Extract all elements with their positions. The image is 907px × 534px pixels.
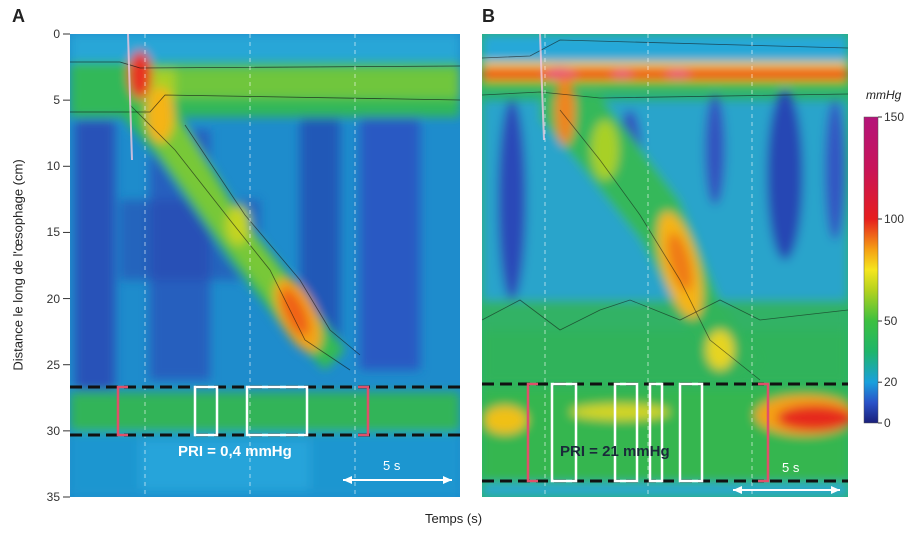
irp-window-b4 <box>678 382 704 483</box>
irp-window-b2 <box>613 382 639 483</box>
ires-bracket-left-a <box>116 385 128 437</box>
colorbar-unit: mmHg <box>866 88 902 102</box>
colorbar-ticks: 150 100 50 20 0 <box>878 110 904 430</box>
ires-bracket-right-a <box>358 385 370 437</box>
time-scale-label-a: 5 s <box>383 458 401 473</box>
y-tick-label: 5 <box>53 93 60 108</box>
panel-b-letter: B <box>482 6 495 26</box>
colorbar-tick-label: 20 <box>884 375 898 389</box>
irp-window-a2 <box>245 385 309 437</box>
panel-a-letter: A <box>12 6 25 26</box>
ires-bracket-right-b <box>758 382 770 483</box>
panel-b-heatmap <box>482 34 848 497</box>
colorbar-tick-label: 150 <box>884 110 904 124</box>
colorbar-tick-label: 50 <box>884 314 898 328</box>
colorbar <box>863 116 879 424</box>
pri-annotation-b: PRI = 21 mmHg <box>560 443 670 460</box>
y-tick-label: 30 <box>46 423 60 438</box>
colorbar-tick-label: 0 <box>884 416 891 430</box>
irp-window-b3 <box>648 382 664 483</box>
ires-bracket-left-b <box>526 382 538 483</box>
irp-window-a1 <box>193 385 219 437</box>
y-tick-label: 20 <box>46 291 60 306</box>
time-scale-label-b: 5 s <box>782 460 800 475</box>
y-axis-ticks <box>63 33 70 498</box>
y-tick-label: 10 <box>46 159 60 174</box>
irp-window-b1 <box>550 382 578 483</box>
pri-annotation-a: PRI = 0,4 mmHg <box>178 443 292 460</box>
y-tick-label: 15 <box>46 225 60 240</box>
y-tick-label: 25 <box>46 357 60 372</box>
colorbar-tick-label: 100 <box>884 212 904 226</box>
x-axis-label: Temps (s) <box>424 511 483 526</box>
y-tick-label: 35 <box>46 490 60 504</box>
y-tick-label: 0 <box>53 27 60 41</box>
panel-a-heatmap <box>70 34 460 497</box>
